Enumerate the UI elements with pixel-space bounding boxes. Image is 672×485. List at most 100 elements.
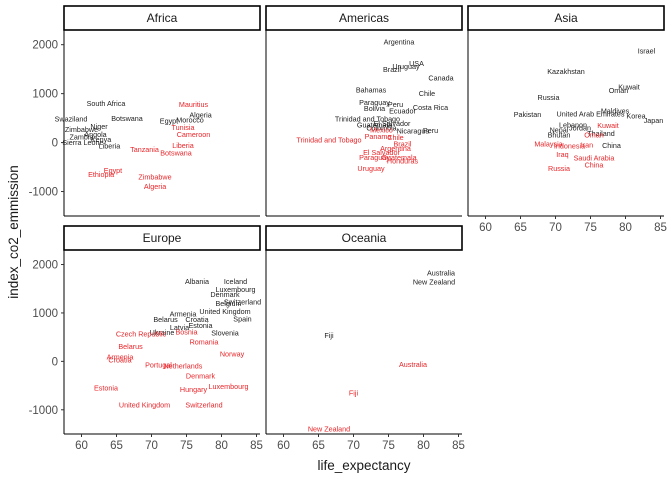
- point-label: Kenya: [91, 135, 111, 144]
- point-label: Belarus: [118, 342, 143, 351]
- x-tick-label: 65: [514, 222, 527, 234]
- point-label: Luxembourg: [209, 382, 249, 391]
- x-tick-label: 75: [382, 440, 395, 452]
- facet-label-africa: Africa: [147, 11, 178, 25]
- x-tick-label: 85: [452, 440, 465, 452]
- point-label: Indonesia: [554, 142, 585, 151]
- x-tick-label: 85: [250, 440, 263, 452]
- point-label: Estonia: [189, 321, 213, 330]
- point-label: China: [585, 161, 604, 170]
- point-label: Slovenia: [211, 328, 239, 337]
- facet-label-europe: Europe: [143, 231, 182, 245]
- point-label: Costa Rica: [413, 103, 448, 112]
- point-label: Niger: [90, 122, 108, 131]
- x-tick-label: 60: [75, 440, 88, 452]
- point-label: Guatemala: [381, 153, 416, 162]
- point-label: United Kingdom: [199, 307, 250, 316]
- point-label: Mauritius: [179, 100, 209, 109]
- point-label: Ecuador: [389, 106, 416, 115]
- y-tick-label: 0: [52, 138, 58, 150]
- point-label: Malaysia: [534, 140, 562, 149]
- facet-strip-asia: [467, 5, 665, 31]
- point-label: Tanzania: [130, 145, 159, 154]
- point-label: Denmark: [210, 290, 240, 299]
- point-label: New Zealand: [308, 425, 350, 434]
- point-label: Argentina: [380, 144, 411, 153]
- point-label: Estonia: [94, 384, 118, 393]
- point-label: Lebanon: [559, 120, 587, 129]
- point-label: Brazil: [394, 140, 412, 149]
- point-label: Russia: [548, 164, 570, 173]
- point-label: Fiji: [324, 331, 334, 340]
- point-label: Thailand: [587, 129, 615, 138]
- point-label: Tunisia: [172, 123, 195, 132]
- point-label: Oman: [584, 131, 604, 140]
- point-label: Peru: [388, 100, 403, 109]
- point-label: Zimbabwe: [65, 125, 98, 134]
- point-label: Switzerland: [185, 400, 222, 409]
- point-label: Egypt: [104, 166, 122, 175]
- point-label: China: [602, 141, 621, 150]
- x-tick-label: 80: [417, 440, 430, 452]
- y-tick-label: 1000: [32, 308, 58, 320]
- point-label: Russia: [538, 93, 560, 102]
- point-label: Chile: [387, 133, 403, 142]
- point-label: Saudi Arabia: [574, 154, 615, 163]
- point-label: Paraguay: [359, 98, 390, 107]
- point-label: Algeria: [144, 182, 166, 191]
- point-label: Morocco: [176, 116, 204, 125]
- point-label: Armenia: [170, 309, 197, 318]
- facet-strip-americas: [265, 5, 463, 31]
- point-label: Liberia: [172, 141, 194, 150]
- point-label: Iraq: [556, 150, 568, 159]
- point-label: Nepal: [550, 125, 569, 134]
- point-label: Korea: [626, 112, 645, 121]
- point-label: Paraguay: [359, 153, 390, 162]
- point-label: Denmark: [186, 371, 216, 380]
- point-label: Belgium: [216, 299, 242, 308]
- x-axis-title: life_expectancy: [317, 458, 410, 473]
- point-label: Zambia: [70, 133, 94, 142]
- point-label: Australia: [427, 269, 455, 278]
- facet-strip-africa: [63, 5, 261, 31]
- point-label: Japan: [644, 116, 664, 125]
- facet-strip-oceania: [265, 225, 463, 251]
- point-label: Cameroon: [177, 130, 211, 139]
- y-tick-label: -1000: [29, 405, 58, 417]
- x-tick-label: 65: [110, 440, 123, 452]
- x-tick-label: 75: [584, 222, 597, 234]
- x-tick-label: 75: [180, 440, 193, 452]
- facet-label-oceania: Oceania: [342, 231, 387, 245]
- point-label: Norway: [220, 350, 245, 359]
- x-tick-label: 70: [347, 440, 360, 452]
- point-label: Peru: [423, 126, 438, 135]
- point-label: Pakistan: [514, 110, 542, 119]
- point-label: Canada: [428, 73, 453, 82]
- point-label: Bahamas: [356, 86, 387, 95]
- y-axis-title: index_co2_emmission: [6, 165, 21, 299]
- x-tick-label: 80: [619, 222, 632, 234]
- x-tick-label: 60: [479, 222, 492, 234]
- point-label: Oman: [609, 86, 629, 95]
- facet-strip-europe: [63, 225, 261, 251]
- point-label: Ukraine: [150, 328, 175, 337]
- y-tick-label: 1000: [32, 89, 58, 101]
- point-label: Kuwait: [597, 121, 619, 130]
- facet-label-americas: Americas: [339, 11, 389, 25]
- point-label: Brazil: [383, 65, 401, 74]
- y-tick-label: 0: [52, 356, 58, 368]
- point-label: Belarus: [153, 315, 178, 324]
- point-label: Guatemala: [357, 120, 392, 129]
- point-label: Iceland: [224, 277, 247, 286]
- point-label: USA: [409, 59, 424, 68]
- point-label: Kazakhstan: [547, 67, 585, 76]
- point-label: Hungary: [180, 385, 208, 394]
- point-label: Australia: [399, 360, 427, 369]
- point-label: Bolivia: [364, 104, 385, 113]
- point-label: Algeria: [189, 111, 211, 120]
- point-label: Mexico: [370, 125, 393, 134]
- x-tick-label: 85: [654, 222, 667, 234]
- point-label: Albania: [185, 277, 209, 286]
